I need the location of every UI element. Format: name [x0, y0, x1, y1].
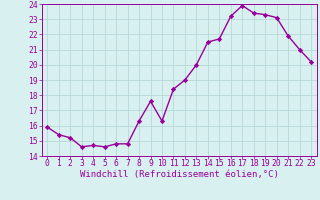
- X-axis label: Windchill (Refroidissement éolien,°C): Windchill (Refroidissement éolien,°C): [80, 170, 279, 179]
